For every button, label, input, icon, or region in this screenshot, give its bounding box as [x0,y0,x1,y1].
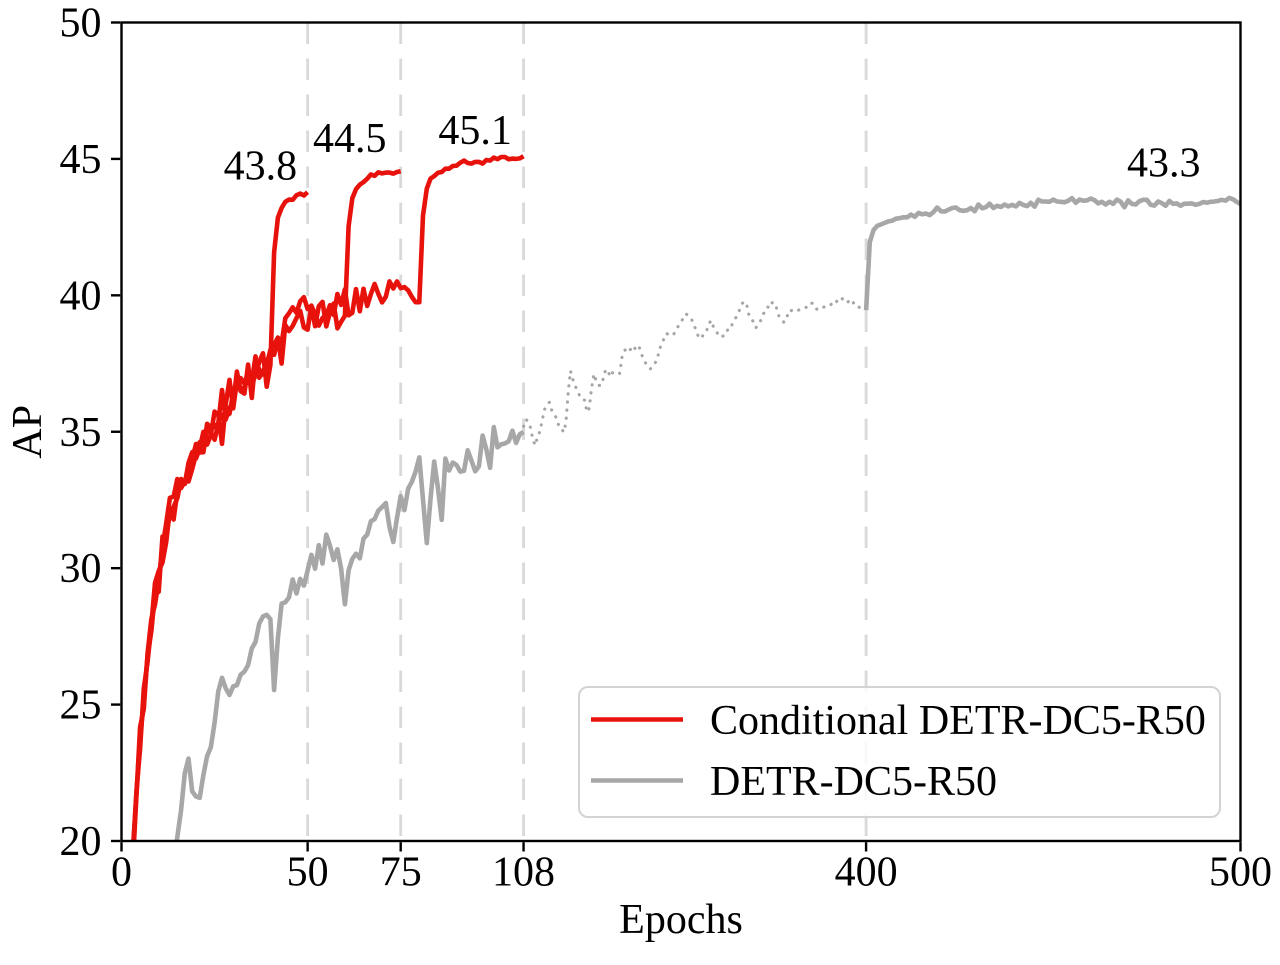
annotation-43.8: 43.8 [224,143,298,189]
y-tick-label-20: 20 [60,819,102,865]
y-tick-label-35: 35 [60,410,102,456]
legend-box [578,686,1221,818]
y-axis-label: AP [5,405,51,459]
plot-border [120,21,1242,843]
y-tick-label-25: 25 [60,683,102,729]
y-tick-label-40: 40 [60,273,102,319]
series-4 [522,297,868,447]
y-tick-label-45: 45 [60,137,102,183]
annotation-45.1: 45.1 [438,108,512,154]
y-tick-label-50: 50 [60,1,102,47]
x-tick-label-108: 108 [492,850,555,896]
y-tick-label-30: 30 [60,546,102,592]
series-5 [863,195,1241,311]
annotation-44.5: 44.5 [313,116,387,162]
x-tick-label-500: 500 [1209,850,1272,896]
legend-label-0: Conditional DETR-DC5-R50 [710,698,1206,744]
series-3 [174,424,525,841]
x-tick-label-75: 75 [380,850,422,896]
x-tick-label-0: 0 [111,850,132,896]
legend-label-1: DETR-DC5-R50 [710,759,997,805]
x-tick-label-50: 50 [287,850,329,896]
x-tick-label-400: 400 [835,850,898,896]
x-axis-label: Epochs [619,897,743,943]
series-2 [131,154,525,841]
annotation-43.3: 43.3 [1127,141,1201,187]
plot-area [131,22,1241,841]
